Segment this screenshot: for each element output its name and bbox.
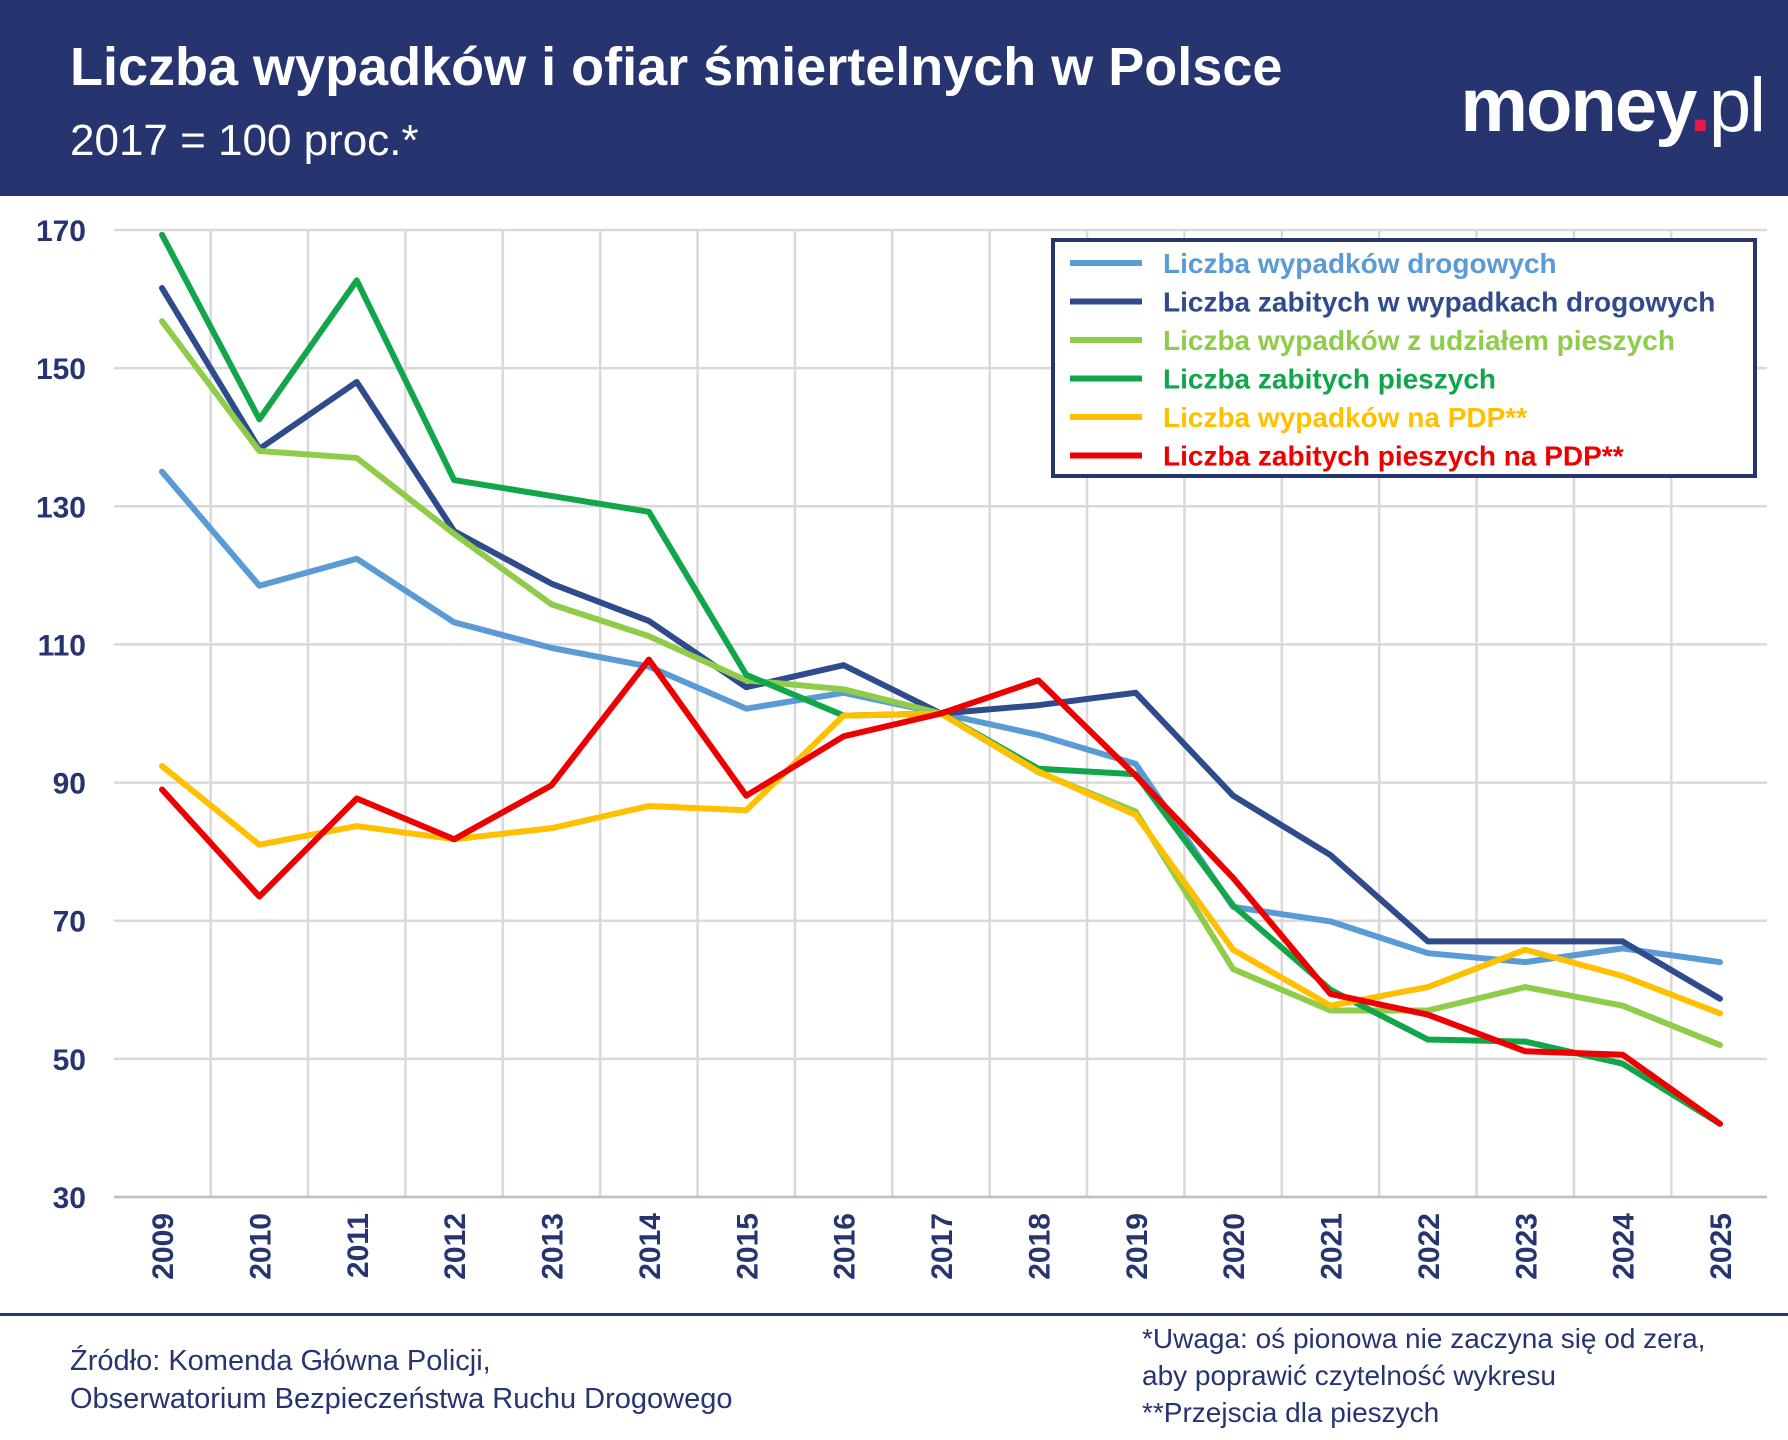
y-tick-label: 130: [36, 491, 86, 524]
legend-label: Liczba zabitych pieszych na PDP**: [1163, 441, 1624, 472]
x-tick-label: 2023: [1510, 1213, 1543, 1280]
x-tick-label: 2013: [537, 1213, 570, 1280]
x-tick-label: 2017: [926, 1213, 959, 1280]
x-tick-label: 2014: [634, 1213, 667, 1280]
x-tick-label: 2022: [1413, 1213, 1446, 1280]
x-tick-label: 2025: [1705, 1213, 1738, 1280]
x-tick-label: 2016: [829, 1213, 862, 1280]
x-tick-label: 2009: [147, 1213, 180, 1280]
note-line: aby poprawić czytelność wykresu: [1142, 1360, 1556, 1391]
x-tick-label: 2018: [1023, 1213, 1056, 1280]
series-line: [159, 656, 1723, 1127]
y-tick-label: 50: [53, 1044, 86, 1077]
series-line: [159, 710, 1723, 1017]
legend-box: [1051, 238, 1757, 478]
legend-label: Liczba wypadków drogowych: [1163, 248, 1557, 279]
x-tick-label: 2019: [1121, 1213, 1154, 1280]
x-tick-label: 2024: [1608, 1213, 1641, 1280]
money-pl-logo: money.pl: [1460, 63, 1766, 148]
note-line: *Uwaga: oś pionowa nie zaczyna się od ze…: [1142, 1323, 1706, 1354]
x-tick-label: 2015: [731, 1213, 764, 1280]
source-line: Źródło: Komenda Główna Policji,: [70, 1345, 491, 1377]
y-tick-label: 90: [53, 768, 86, 801]
x-tick-label: 2011: [342, 1213, 375, 1278]
x-tick-label: 2021: [1316, 1213, 1349, 1280]
x-tick-label: 2012: [439, 1213, 472, 1280]
note-line: **Przejscia dla pieszych: [1142, 1397, 1440, 1428]
source-line: Obserwatorium Bezpieczeństwa Ruchu Drogo…: [70, 1383, 733, 1415]
legend-label: Liczba zabitych w wypadkach drogowych: [1163, 287, 1715, 318]
header: Liczba wypadków i ofiar śmiertelnych w P…: [0, 0, 1788, 196]
legend-label: Liczba wypadków na PDP**: [1163, 402, 1527, 433]
x-tick-label: 2020: [1218, 1213, 1251, 1280]
chart-title: Liczba wypadków i ofiar śmiertelnych w P…: [70, 37, 1283, 97]
y-tick-label: 30: [53, 1182, 86, 1215]
y-tick-label: 70: [53, 906, 86, 939]
legend-label: Liczba wypadków z udziałem pieszych: [1163, 325, 1675, 356]
source-note: Źródło: Komenda Główna Policji, Obserwat…: [70, 1342, 732, 1418]
footer-divider: [0, 1313, 1788, 1316]
axis-note: *Uwaga: oś pionowa nie zaczyna się od ze…: [1142, 1320, 1705, 1431]
legend-label: Liczba zabitych pieszych: [1163, 364, 1496, 395]
chart-subtitle: 2017 = 100 proc.*: [70, 116, 419, 165]
x-tick-label: 2010: [244, 1213, 277, 1280]
y-tick-label: 170: [36, 215, 86, 248]
y-tick-label: 110: [38, 629, 86, 662]
y-tick-label: 150: [36, 353, 86, 386]
